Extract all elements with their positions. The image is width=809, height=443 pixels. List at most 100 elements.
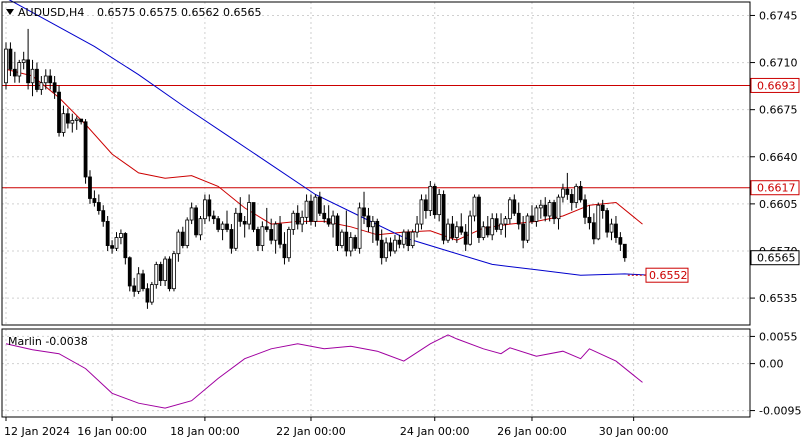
candle-body [348,237,353,252]
candle-body [477,196,481,238]
dropdown-triangle-icon[interactable] [6,9,14,15]
y-tick-label: 0.00 [759,358,784,371]
y-tick-label: -0.0095 [759,405,801,418]
candle [70,113,75,133]
candle-body [326,218,331,225]
candle [614,215,618,243]
candle-body [247,202,252,225]
candle [406,229,411,251]
candle [481,221,486,241]
candle-body [622,243,627,259]
candle [622,243,627,262]
candle-body [561,188,565,198]
candle-body [251,202,256,230]
y-tick-label: 0.6745 [759,9,798,22]
candle-body [401,231,406,245]
candle [35,62,39,93]
candle [472,194,477,222]
candle [167,256,172,292]
candle-body [48,75,53,84]
candle [96,194,101,215]
candle-body [114,237,119,249]
candle-body [61,113,66,133]
candle-body [450,223,455,238]
candle [322,205,327,223]
candle [194,205,198,238]
candle [516,202,521,230]
candle-body [574,185,579,203]
candle-body [437,194,442,216]
candle [499,213,503,235]
candle-body [198,218,203,236]
candle [326,205,331,227]
candle-body [172,253,176,290]
candle-body [278,223,282,245]
candle-body [317,196,322,214]
candle [207,194,212,222]
candle-body [521,223,526,241]
candle [180,226,185,249]
candle-body [556,196,561,220]
candle [79,118,84,125]
candle-body [65,113,70,124]
candle-body [233,212,238,249]
candle [477,194,481,243]
x-tick-label: 16 Jan 00:00 [77,425,147,438]
candle [450,215,455,241]
candle-body [583,199,587,218]
candle-body [331,215,335,225]
candle [300,210,305,233]
candle [229,224,234,254]
candle [432,183,437,219]
candle [437,189,442,222]
candle-body [291,212,296,230]
candle-body [366,215,371,228]
current-price-tag [750,250,800,266]
moving-average-lines [5,0,652,276]
candle [57,85,61,137]
candle-body [309,200,313,222]
candle [538,199,543,219]
candle-body [490,218,495,236]
candle-body [512,199,517,214]
candle [600,199,605,219]
candle [278,215,282,249]
candle [375,218,380,246]
candle [609,218,614,241]
candle-body [74,118,79,121]
candlesticks [4,28,627,309]
candle-body [189,207,194,221]
annotation-label: 0.6552 [649,269,688,282]
candle [4,42,8,90]
candle-body [88,176,92,199]
candle [348,232,353,257]
candle [370,215,375,243]
candle [158,261,163,286]
candle [605,207,610,238]
candle-body [105,220,110,246]
candle-body [446,223,450,241]
candle [494,213,499,233]
candle-body [516,212,521,225]
candle [344,210,349,257]
candle [269,218,274,245]
y-tick-label: 0.0055 [759,330,798,343]
candle [384,237,389,262]
candle [530,205,534,225]
time-axis: 12 Jan 2024 16 Jan 00:00 18 Jan 00:00 22 Ja… [4,417,668,438]
candle [65,108,70,129]
candle-body [534,207,539,222]
candle [401,229,406,249]
candle-body [12,68,17,77]
main-pane-frame [1,1,751,326]
candle [295,205,300,230]
candle [393,234,397,254]
candle [543,197,548,222]
candle-body [415,223,419,233]
candle-body [543,204,548,217]
candle [26,28,31,90]
candle [569,189,574,211]
candle [185,217,190,249]
candle-body [362,207,366,217]
